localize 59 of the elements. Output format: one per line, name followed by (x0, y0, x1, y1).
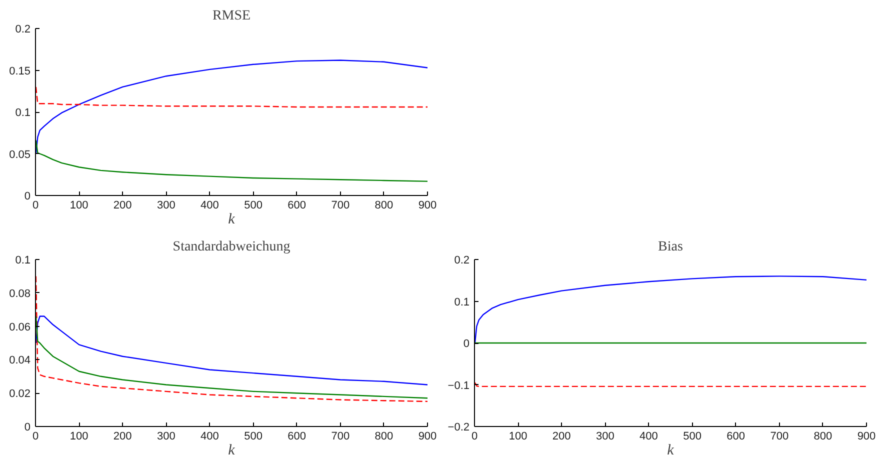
x-axis-title: k (228, 212, 236, 228)
x-tick-label: 800 (374, 200, 394, 212)
y-tick-label: 0.06 (9, 321, 31, 334)
y-tick-label: 0 (24, 422, 31, 434)
line-series (36, 316, 428, 399)
y-tick-label: −0.1 (448, 380, 470, 392)
line-series (36, 60, 428, 154)
x-tick-label: 200 (113, 200, 132, 212)
x-tick-label: 900 (857, 430, 876, 442)
x-tick-label: 600 (288, 430, 306, 442)
x-tick-label: 0 (32, 200, 39, 212)
y-tick-label: 0 (463, 338, 470, 350)
y-tick-label: 0.2 (15, 24, 31, 36)
x-tick-label: 300 (596, 430, 614, 442)
x-tick-label: 300 (156, 200, 176, 212)
chart-title: Standardabweichung (172, 240, 290, 254)
line-series (36, 140, 428, 182)
chart-title: RMSE (212, 8, 251, 24)
x-tick-label: 800 (814, 430, 832, 442)
x-axis-title: k (667, 442, 674, 458)
x-tick-label: 500 (244, 200, 262, 212)
x-tick-label: 0 (471, 430, 478, 442)
x-axis-title: k (228, 442, 236, 458)
x-tick-label: 0 (32, 430, 39, 442)
x-tick-label: 100 (508, 430, 528, 442)
x-tick-label: 700 (331, 430, 350, 442)
x-tick-label: 700 (331, 200, 350, 212)
line-series (474, 276, 866, 344)
x-tick-label: 100 (70, 200, 88, 212)
x-tick-label: 600 (288, 200, 306, 212)
x-tick-label: 700 (770, 430, 789, 442)
x-tick-label: 400 (200, 200, 219, 212)
y-tick-label: 0.05 (9, 148, 31, 161)
x-tick-label: 500 (244, 430, 262, 442)
x-tick-label: 900 (418, 430, 437, 442)
x-tick-label: 200 (552, 430, 571, 442)
x-tick-label: 900 (418, 200, 437, 212)
y-tick-label: 0.04 (9, 354, 31, 367)
x-tick-label: 100 (70, 430, 88, 442)
y-tick-label: 0.02 (9, 388, 31, 400)
line-series (36, 316, 428, 386)
y-tick-label: 0.15 (9, 65, 31, 78)
y-tick-label: 0 (24, 190, 31, 202)
x-tick-label: 400 (200, 430, 219, 442)
y-tick-label: 0.1 (454, 296, 470, 308)
y-tick-label: 0.2 (454, 254, 470, 266)
x-tick-label: 400 (640, 430, 658, 442)
line-series (36, 86, 428, 108)
y-tick-label: −0.2 (448, 422, 470, 434)
line-series (36, 276, 428, 402)
x-tick-label: 800 (374, 430, 394, 442)
y-tick-label: 0.1 (15, 107, 31, 119)
x-tick-label: 600 (726, 430, 746, 442)
x-tick-label: 500 (683, 430, 702, 442)
x-tick-label: 300 (156, 430, 176, 442)
y-tick-label: 0.1 (15, 254, 31, 266)
y-tick-label: 0.08 (9, 288, 31, 300)
x-tick-label: 200 (113, 430, 132, 442)
chart-title: Bias (658, 240, 683, 254)
